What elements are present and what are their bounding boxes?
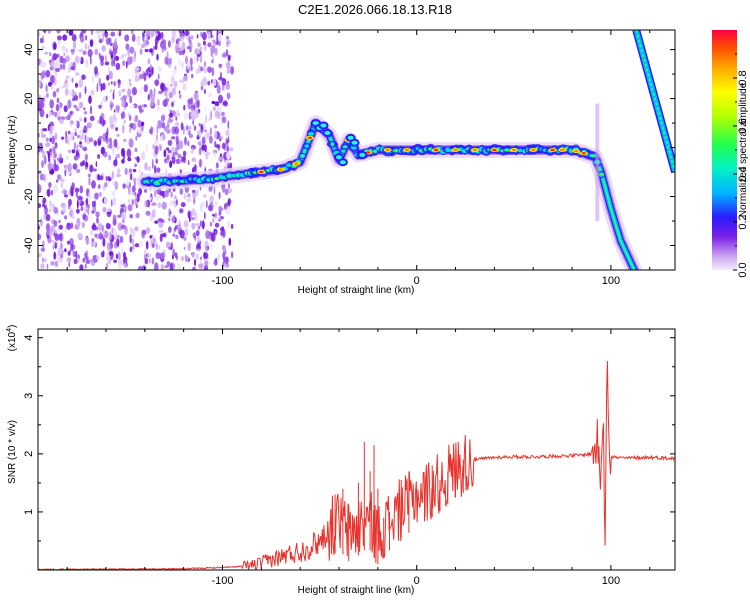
colorbar-label: Normalized spectral amplitude xyxy=(738,82,749,217)
snr-xtick-label: 100 xyxy=(602,575,620,587)
colorbar-tick-label: 0.4 xyxy=(737,166,749,181)
snr-exponent: (x104) xyxy=(6,325,18,352)
snr-axes: -100 0 100 1 2 3 4 xyxy=(23,329,675,587)
spectrogram-image xyxy=(38,30,675,270)
colorbar-gradient xyxy=(712,30,737,270)
noise-speckle-region xyxy=(38,30,235,270)
upper-branch-ridge xyxy=(632,30,675,174)
colorbar-tick-label: 0.2 xyxy=(737,214,749,229)
signal-ridge xyxy=(136,103,643,270)
colorbar-tick-label: 0.6 xyxy=(737,118,749,133)
spectrogram-panel: -100 0 100 -40 -20 0 20 40 Height of straight l… xyxy=(7,29,676,296)
colorbar-tick-label: 0.0 xyxy=(737,262,749,277)
spectrogram-ytick-label: 0 xyxy=(23,144,35,150)
snr-ytick-label: 2 xyxy=(23,451,35,457)
spectrogram-ytick-label: -20 xyxy=(23,189,35,205)
figure-title: C2E1.2026.066.18.13.R18 xyxy=(298,2,452,17)
snr-xlabel: Height of straight line (km) xyxy=(298,585,415,596)
snr-ytick-label: 4 xyxy=(23,335,35,341)
snr-ylabel: SNR (10 * v/v) xyxy=(7,420,18,484)
snr-xtick-label: 0 xyxy=(414,575,420,587)
snr-frame xyxy=(37,328,676,571)
spectrogram-ytick-label: 20 xyxy=(23,92,35,104)
spectrogram-xtick-label: -100 xyxy=(211,275,233,287)
colorbar-axes: 0.0 0.2 0.4 0.6 0.8 xyxy=(733,53,749,278)
colorbar-tick-label: 0.8 xyxy=(737,70,749,85)
spectrogram-ylabel: Frequency (Hz) xyxy=(7,116,18,185)
snr-line xyxy=(38,360,675,570)
snr-ytick-label: 1 xyxy=(23,509,35,515)
snr-panel: -100 0 100 1 2 3 4 Height of straight line (km… xyxy=(6,325,676,596)
spectrogram-xtick-label: 100 xyxy=(602,275,620,287)
snr-xtick-label: -100 xyxy=(211,575,233,587)
snr-plot-area xyxy=(38,360,675,570)
spectrogram-frame xyxy=(37,29,676,271)
spectrogram-ytick-label: 40 xyxy=(23,43,35,55)
spectrogram-axes: -100 0 100 -40 -20 0 20 40 xyxy=(23,30,675,287)
spectrogram-xtick-label: 0 xyxy=(414,275,420,287)
spectrogram-xlabel: Height of straight line (km) xyxy=(298,285,415,296)
snr-ytick-label: 3 xyxy=(23,393,35,399)
colorbar: 0.0 0.2 0.4 0.6 0.8 Normalized spectral ampl… xyxy=(712,30,749,278)
spectrogram-ytick-label: -40 xyxy=(23,238,35,254)
